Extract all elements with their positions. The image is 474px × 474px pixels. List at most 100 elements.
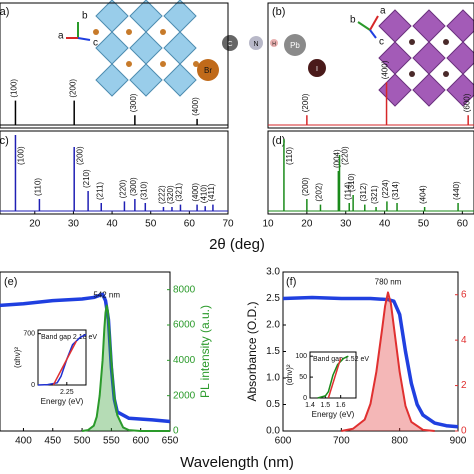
x-tick-label: 30 (340, 219, 352, 230)
peak-label: (314) (391, 181, 400, 200)
x-axis-title: Energy (eV) (312, 410, 355, 419)
peak-label: (312) (359, 183, 368, 202)
y-tick-label: 0 (303, 395, 307, 402)
y-tick-label: 3.0 (266, 267, 280, 278)
peak-label: (211) (95, 182, 104, 200)
x-tick-label: 20 (301, 219, 313, 230)
crystal-a: b a c (58, 0, 199, 97)
series-line (81, 304, 170, 432)
peak-label: (200) (75, 146, 84, 165)
y-tick-label: 0 (31, 382, 35, 389)
peak-label: (202) (315, 183, 324, 202)
peak-label: (004) (332, 149, 341, 168)
x-tick-label: 1.5 (320, 402, 330, 409)
panel-label: (b) (272, 6, 285, 18)
y2-tick-label: 2 (461, 380, 467, 391)
y-tick-label: 2.0 (266, 320, 280, 331)
x-axis-title: 2θ (deg) (209, 236, 265, 253)
peak-label: (220) (341, 146, 350, 165)
panel-label: (e) (4, 276, 17, 288)
y2-tick-label: 2000 (173, 390, 196, 401)
y2-axis-title: PL intensity (a.u.) (198, 305, 212, 398)
y-tick-label: 2.5 (266, 293, 280, 304)
peak-annotation: 780 nm (375, 278, 402, 287)
peak-label: (310) (139, 181, 148, 200)
y-tick-label: 700 (23, 331, 35, 338)
peak-label: (440) (452, 181, 461, 200)
y-axis-title: (αhν)² (285, 364, 294, 385)
x-tick-label: 60 (457, 219, 469, 230)
y2-tick-label: 0 (173, 426, 179, 437)
atom-label: Pb (290, 41, 300, 50)
y2-tick-label: 4000 (173, 355, 196, 366)
peak-label: (400) (381, 60, 390, 79)
x-tick-label: 30 (68, 219, 80, 230)
area (341, 292, 435, 431)
axis-letter: c (93, 38, 98, 49)
x-tick-label: 50 (145, 219, 157, 230)
y2-tick-label: 6000 (173, 320, 196, 331)
x-tick-label: 1.4 (305, 402, 315, 409)
peak-label: (200) (301, 93, 310, 112)
atom-label: I (316, 66, 318, 73)
peak-label: (320) (166, 185, 175, 204)
peak-label: (100) (10, 79, 19, 98)
peak-label: (300) (129, 93, 138, 112)
peak-label: (110) (285, 147, 294, 165)
x-tick-label: 1.6 (336, 402, 346, 409)
x-tick-label: 40 (379, 219, 391, 230)
x-tick-label: 800 (391, 436, 408, 447)
x-tick-label: 650 (162, 436, 179, 447)
x-tick-label: 40 (107, 219, 119, 230)
axis-letter: c (379, 37, 384, 48)
y-tick-label: 0.0 (266, 426, 280, 437)
x-tick-label: 70 (222, 219, 234, 230)
peak-label: (100) (17, 146, 26, 165)
peak-label: (310) (347, 173, 356, 192)
y-tick-label: 1.5 (266, 346, 280, 357)
y2-tick-label: 4 (461, 335, 467, 346)
series-line (52, 340, 78, 386)
plot-frame (0, 2, 229, 129)
x-tick-label: 550 (103, 436, 120, 447)
y-tick-label: 1.0 (266, 373, 280, 384)
x-tick-label: 900 (450, 436, 467, 447)
crystal-b: b a c (350, 6, 474, 107)
x-axis-title: Energy (eV) (41, 397, 84, 406)
axis-letter: b (350, 15, 356, 26)
series-line (317, 355, 349, 399)
panel-label: (c) (0, 135, 9, 147)
peak-label: (411) (207, 183, 216, 201)
peak-label: (200) (68, 79, 77, 98)
x-axis-title: Wavelength (nm) (180, 454, 294, 471)
series-line (341, 291, 435, 432)
atom-legend: C N H Pb I Br (197, 34, 326, 81)
y-axis-title: (αhν)² (13, 347, 22, 368)
x-tick-label: 700 (333, 436, 350, 447)
atom-label: H (272, 41, 276, 47)
peak-label: (200) (301, 177, 310, 196)
peak-label: (600) (462, 93, 471, 112)
plot-frame (267, 2, 474, 129)
axis-letter: a (380, 6, 386, 17)
plot-frame (267, 130, 474, 215)
x-tick-label: 500 (74, 436, 91, 447)
peak-label: (400) (191, 97, 200, 116)
y-axis-title: Absorbance (O.D.) (245, 301, 259, 401)
series-line (37, 333, 87, 386)
area (82, 305, 170, 431)
atom-label: C (227, 41, 232, 48)
x-tick-label: 600 (132, 436, 149, 447)
peak-label: (224) (381, 179, 390, 198)
y-tick-label: 0.5 (266, 399, 280, 410)
peak-label: (210) (82, 169, 91, 188)
atom-label: N (253, 41, 258, 48)
peak-label: (400) (191, 183, 200, 202)
y2-tick-label: 8000 (173, 284, 196, 295)
x-tick-label: 10 (262, 219, 274, 230)
x-tick-label: 60 (184, 219, 196, 230)
peak-label: (321) (370, 185, 379, 204)
peak-annotation: 542 nm (93, 291, 120, 300)
y2-tick-label: 6 (461, 289, 467, 300)
